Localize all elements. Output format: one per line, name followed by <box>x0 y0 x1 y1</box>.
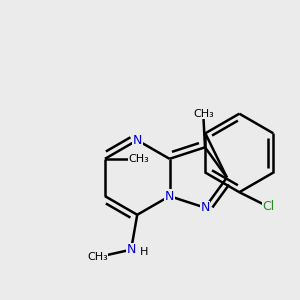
Text: N: N <box>133 134 142 147</box>
Text: CH₃: CH₃ <box>87 252 108 262</box>
Text: Cl: Cl <box>262 200 275 213</box>
Text: N: N <box>126 243 136 256</box>
Text: N: N <box>200 201 210 214</box>
Text: N: N <box>165 190 174 202</box>
Text: H: H <box>140 247 148 257</box>
Text: CH₃: CH₃ <box>128 154 149 164</box>
Text: CH₃: CH₃ <box>193 109 214 119</box>
